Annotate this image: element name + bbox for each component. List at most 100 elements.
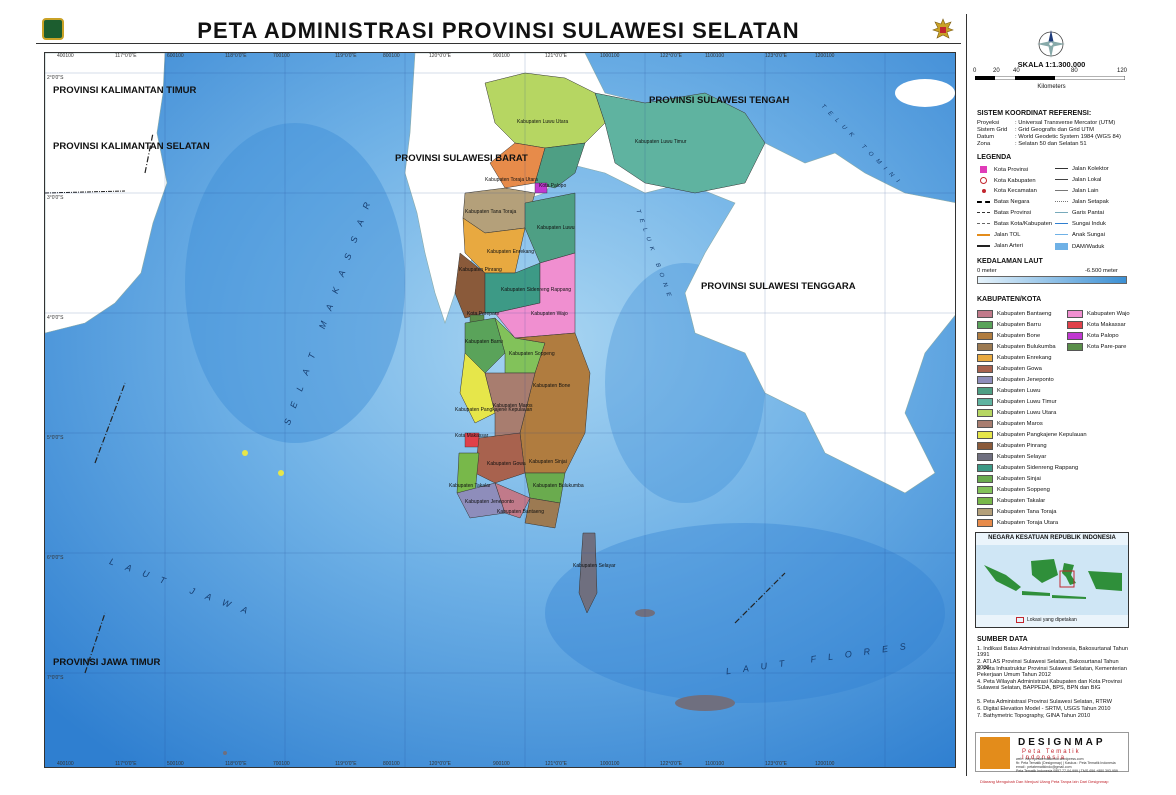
coord-bottom-12: 1100100: [705, 761, 725, 767]
label-kaltim: PROVINSI KALIMANTAN TIMUR: [53, 85, 197, 96]
logo-line-3: email : petatematikindo@gmail.com: [1016, 765, 1072, 769]
kab-legend-label: Kabupaten Luwu Timur: [997, 399, 1057, 405]
kab-legend-label: Kabupaten Toraja Utara: [997, 520, 1059, 526]
region-bantaeng[interactable]: [494, 482, 531, 519]
scale-tick-3: 80: [1071, 68, 1078, 74]
legend-jalan-kolektor: Jalan Kolektor: [1055, 166, 1109, 172]
scale-bar: [975, 76, 1125, 80]
kab-legend-label: Kabupaten Sinjai: [997, 476, 1041, 482]
kab-legend-swatch: [977, 442, 993, 450]
kab-legend-item: Kabupaten Pinrang: [977, 442, 1047, 450]
kab-legend-label: Kabupaten Luwu Utara: [997, 410, 1057, 416]
kab-label-bulukumba: Kabupaten Bulukumba: [533, 483, 584, 489]
coord-bottom-7: 120°0'0"E: [429, 761, 451, 767]
label-sulbar: PROVINSI SULAWESI BARAT: [395, 153, 528, 164]
logo-line-4: Peta Tematik Indonesia 0857 77-04-999 | …: [1016, 769, 1118, 773]
kab-legend-swatch: [977, 464, 993, 472]
north-arrow-icon: [1037, 30, 1065, 58]
label-sultra: PROVINSI SULAWESI TENGGARA: [701, 281, 856, 292]
inset-papua: [1088, 571, 1122, 591]
kab-legend-label: Kabupaten Pinrang: [997, 443, 1047, 449]
kab-legend-swatch: [1067, 332, 1083, 340]
coord-top-5: 119°0'0"E: [335, 53, 357, 59]
kab-legend-label: Kabupaten Wajo: [1087, 311, 1130, 317]
kab-legend-item: Kabupaten Barru: [977, 321, 1041, 329]
kab-legend-label: Kabupaten Selayar: [997, 454, 1047, 460]
region-luwu[interactable]: [534, 142, 586, 189]
region-luwu-timur[interactable]: [594, 92, 766, 194]
island-selayar-1: [223, 751, 227, 755]
region-barru[interactable]: [464, 317, 506, 374]
coord-bottom-1: 117°0'0"E: [115, 761, 137, 767]
info-panel: SKALA 1:1.300.000 0 20 40 80 120 Kilomet…: [966, 14, 1136, 776]
crs-row-grid: Sistem Grid: Grid Geografis dan Grid UTM: [977, 127, 1094, 133]
coord-left-0: 2°0'0"S: [47, 75, 64, 81]
region-pangkep[interactable]: [459, 352, 496, 424]
kab-legend-item: Kabupaten Luwu Utara: [977, 409, 1056, 417]
kab-legend-item: Kabupaten Tana Toraja: [977, 508, 1056, 516]
designmap-logo-icon: [980, 737, 1010, 769]
legend-kota-kabupaten: Kota Kabupaten: [977, 177, 1036, 184]
legend-jalan-arteri: Jalan Arteri: [977, 243, 1023, 249]
kab-legend-label: Kabupaten Enrekang: [997, 355, 1052, 361]
kab-label-sinjai: Kabupaten Sinjai: [529, 459, 567, 465]
kab-label-palopo: Kota Palopo: [539, 183, 567, 189]
coord-top-8: 900100: [493, 53, 510, 59]
legend-sungai-induk: Sungai Induk: [1055, 221, 1106, 227]
kab-legend-item: Kabupaten Jeneponto: [977, 376, 1054, 384]
sea-boundary-3: [734, 572, 786, 624]
scale-title: SKALA 1:1.300.000: [1017, 60, 1086, 69]
sea-boundary-1: [94, 382, 126, 464]
kab-legend-label: Kabupaten Barru: [997, 322, 1041, 328]
region-toraja-utara[interactable]: [489, 142, 546, 189]
logo-name: DESIGNMAP: [1018, 737, 1106, 748]
depth-title: KEDALAMAN LAUT: [977, 258, 1043, 265]
coord-top-1: 117°0'0"E: [115, 53, 137, 59]
kab-legend-item: Kabupaten Bone: [977, 332, 1040, 340]
kab-legend-item: Kabupaten Sidenreng Rappang: [977, 464, 1078, 472]
kab-legend-label: Kabupaten Bantaeng: [997, 311, 1052, 317]
legend-garis-pantai: Garis Pantai: [1055, 210, 1104, 216]
label-sulteng: PROVINSI SULAWESI TENGAH: [649, 95, 790, 106]
legend-jalan-setapak: Jalan Setapak: [1055, 199, 1109, 205]
footer-note: Dilarang Mengubah Dan Menjual Ulang Peta…: [980, 779, 1109, 784]
map-canvas[interactable]: 400100 117°0'0"E 600100 118°0'0"E 700100…: [44, 52, 956, 768]
kab-legend-swatch: [977, 398, 993, 406]
legend-kota-kecamatan: Kota Kecamatan: [977, 188, 1037, 194]
kab-legend-label: Kabupaten Maros: [997, 421, 1043, 427]
kab-legend-label: Kabupaten Jeneponto: [997, 377, 1054, 383]
coord-top-14: 1200100: [815, 53, 835, 59]
depth-max: -6.500 meter: [1085, 268, 1118, 274]
kab-label-maros: Kabupaten Maros: [493, 403, 533, 409]
kab-legend-label: Kota Pare-pare: [1087, 344, 1127, 350]
inset-map[interactable]: NEGARA KESATUAN REPUBLIK INDONESIA Lokas…: [975, 532, 1129, 628]
kab-legend-swatch: [977, 475, 993, 483]
kab-label-pinrang: Kabupaten Pinrang: [459, 267, 502, 273]
crs-row-zone: Zona: Selatan 50 dan Selatan 51: [977, 141, 1087, 147]
coord-left-3: 5°0'0"S: [47, 435, 64, 441]
region-luwu-utara[interactable]: [484, 72, 606, 149]
kab-label-wajo: Kabupaten Wajo: [531, 311, 568, 317]
kab-legend-label: Kabupaten Bulukumba: [997, 344, 1056, 350]
kab-legend-swatch: [977, 453, 993, 461]
crs-row-datum: Datum: World Geodetic System 1984 (WGS 8…: [977, 134, 1121, 140]
coord-bottom-2: 500100: [167, 761, 184, 767]
sea-boundary-2: [84, 612, 106, 674]
inset-java: [1022, 591, 1050, 596]
inset-title: NEGARA KESATUAN REPUBLIK INDONESIA: [988, 535, 1116, 541]
region-bulukumba[interactable]: [524, 497, 561, 529]
designmap-logo[interactable]: DESIGNMAP Peta Tematik Indonesia web : h…: [975, 732, 1129, 773]
kab-label-parepare: Kota Parepare: [467, 311, 500, 317]
kab-legend-item: Kabupaten Pangkajene Kepulauan: [977, 431, 1087, 439]
crs-title: SISTEM KOORDINAT REFERENSI:: [977, 110, 1092, 117]
coord-bottom-13: 123°0'0"E: [765, 761, 787, 767]
coord-bottom-0: 400100: [57, 761, 74, 767]
kab-label-enrekang: Kabupaten Enrekang: [487, 249, 534, 255]
source-5: 5. Peta Administrasi Provinsi Sulawesi S…: [977, 699, 1113, 705]
label-jatim: PROVINSI JAWA TIMUR: [53, 657, 161, 668]
kab-legend-title: KABUPATEN/KOTA: [977, 296, 1042, 303]
region-gowa[interactable]: [474, 432, 526, 484]
kab-label-soppeng: Kabupaten Soppeng: [509, 351, 555, 357]
source-4: 4. Peta Wilayah Administrasi Kabupaten d…: [977, 679, 1122, 692]
legend-batas-kota: Batas Kota/Kabupaten: [977, 221, 1052, 227]
